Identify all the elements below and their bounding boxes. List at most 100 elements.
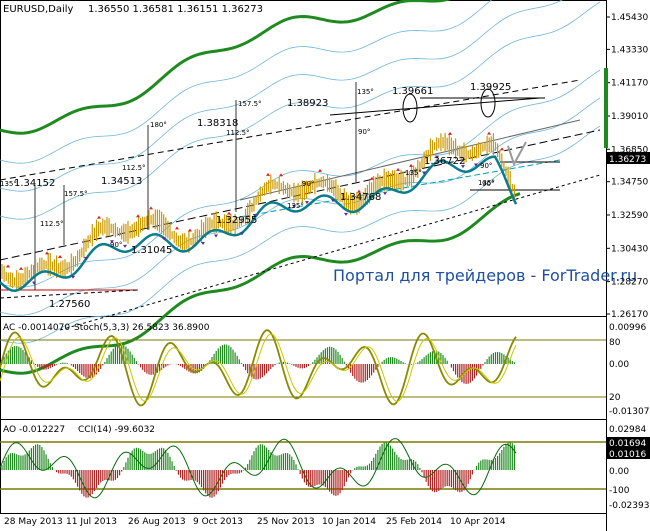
angle-label: 90° [302,180,314,188]
time-label-4: 9 Oct 2013 [193,517,243,527]
cci-level-tag-1 [607,437,650,448]
fractal-down-marker [162,237,166,241]
angle-label: 90° [482,180,494,188]
angle-label: 135° [287,202,304,210]
fractal-up-marker [370,176,374,180]
angle-label: 157.5° [64,190,88,198]
ao-axis-zero: 0.00 [609,467,629,477]
price-marker-high-4: 1.38318 [197,118,238,129]
fractal-down-marker [331,199,335,203]
time-label-6: 10 Jan 2014 [322,517,376,527]
ao-axis-top: 0.02984 [609,425,646,435]
inner-envelope-line [0,0,493,164]
ao-cci-panel [0,438,606,499]
fractal-up-marker [357,189,361,193]
fractal-up-marker [318,168,322,172]
fractal-markers [6,131,504,285]
angle-label: 135° [357,88,374,96]
cci-label: CCI(14) -99.6032 [78,425,155,435]
price-axis: 1.45430 1.43330 1.41170 1.39010 1.36850 1.347… [606,13,648,320]
price-tick-label: 1.43330 [611,45,648,55]
price-tick-label: 1.45430 [611,13,648,23]
fractal-down-marker [292,204,296,208]
channel-line [329,97,541,116]
stoch-axis-20: 20 [609,393,621,403]
fractal-up-marker [175,226,179,230]
price-tick-label: 1.26170 [611,310,648,320]
price-marker-low-5: 1.27560 [49,299,90,310]
fractal-down-marker [240,232,244,236]
fractal-up-marker [97,215,101,219]
ac-axis-bottom: -0.01307 [609,407,649,417]
fractal-down-marker [422,171,426,175]
ao-axis-bottom: -0.02393 [609,501,649,511]
angle-label: 135° [0,180,17,188]
angle-label: 90° [358,128,370,136]
fractal-up-marker [227,211,231,215]
stoch-label: Stoch(5,3,3) 26.5823 36.8900 [74,323,210,333]
fractal-up-marker [396,167,400,171]
fractal-up-marker [6,264,10,268]
price-tick-label: 1.30430 [611,244,648,254]
price-tick-label: 1.34750 [611,178,648,188]
channel-line [0,289,139,299]
angle-label: 135° [478,179,495,187]
cci-axis-level-2: 0.01016 [609,450,646,460]
high-ellipse-2 [480,88,496,118]
fractal-up-marker [448,131,452,135]
fractal-up-marker [45,251,49,255]
fractal-up-marker [279,173,283,177]
price-marker-low-1: 1.36722 [424,156,465,167]
fractal-up-marker [58,254,62,258]
symbol-label: EURUSD,Daily [3,4,74,15]
fractal-down-marker [32,281,36,285]
fractal-up-marker [266,172,270,176]
price-tick-label: 1.32590 [611,211,648,221]
price-marker-high-3: 1.38923 [287,98,328,109]
price-marker-high-6: 1.34152 [14,178,55,189]
time-label-7: 25 Feb 2014 [386,517,442,527]
angle-label: 157.5° [238,100,262,108]
inner-envelope-line [0,69,601,288]
current-price-tag [607,152,650,164]
fractal-down-marker [71,275,75,279]
price-tick-label: 1.36850 [611,145,648,155]
outer-envelope-line [0,192,521,375]
stoch-main-line [0,329,517,407]
time-label-2: 11 Jul 2013 [66,517,117,527]
watermark: Портал для трейдеров - ForTrader.ru [333,266,637,285]
price-tick-label: 1.41170 [611,79,648,89]
cci-line [0,438,517,499]
price-marker-high-5: 1.34513 [101,176,142,187]
fractal-down-marker [435,155,439,159]
ac-axis-top: 0.00996 [609,323,646,333]
inner-envelope-line [0,0,563,192]
fractal-up-marker [500,147,504,151]
cci-level-tag-2 [607,448,650,459]
channel-line [59,174,601,331]
fractal-up-marker [409,163,413,167]
price-tick-label: 1.39010 [611,112,648,122]
ac-axis-zero: 0.00 [609,360,629,370]
fractal-up-marker [188,228,192,232]
fractal-up-marker [487,131,491,135]
fractal-down-marker [383,192,387,196]
fractal-up-marker [136,214,140,218]
outer-envelope-line [0,0,451,135]
ao-label: AO -0.012227 [3,425,65,435]
fractal-down-marker [253,214,257,218]
time-label-1: 28 May 2013 [4,517,63,527]
fractal-down-marker [123,244,127,248]
cci-axis-level-1: 0.01694 [609,439,646,449]
angle-label: 135° [405,169,422,177]
angle-label: 112.5° [40,220,64,228]
angle-label: 90° [110,241,122,249]
cci-axis-minus100: -100 [609,486,630,496]
price-marker-high-1: 1.39661 [392,86,433,97]
fractal-up-marker [19,266,23,270]
high-ellipse-1 [402,93,418,123]
price-marker-low-2: 1.34768 [340,192,381,203]
inner-envelope-line [0,1,601,220]
price-tick-label: 1.28270 [611,278,648,288]
